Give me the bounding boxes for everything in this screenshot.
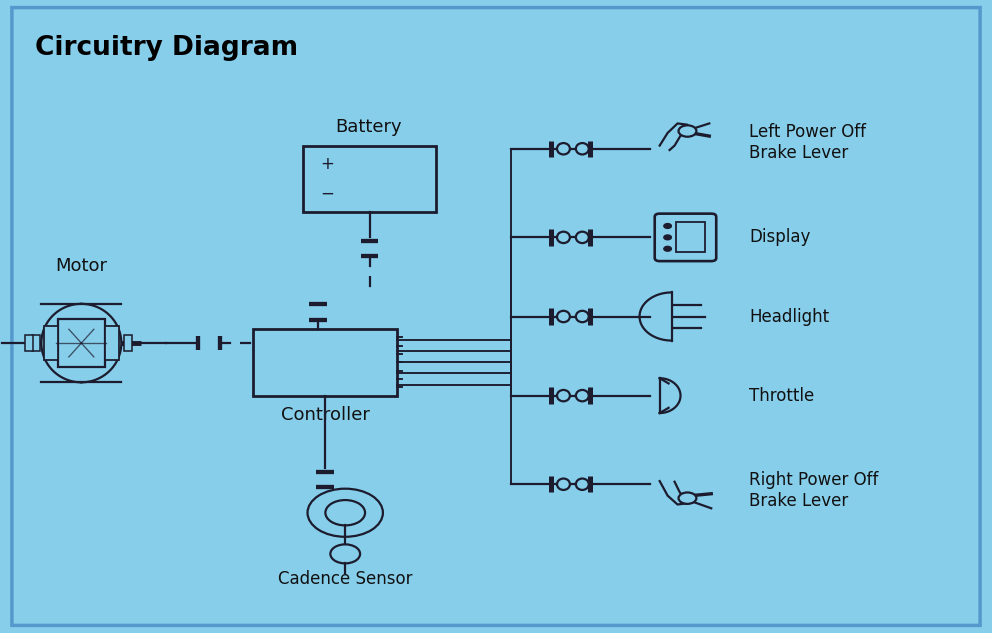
Text: Cadence Sensor: Cadence Sensor: [278, 570, 413, 587]
Circle shape: [664, 235, 672, 240]
Bar: [44, 325, 58, 361]
Bar: [105, 325, 119, 361]
Text: Controller: Controller: [281, 406, 370, 424]
Circle shape: [664, 223, 672, 229]
Circle shape: [330, 544, 360, 563]
Bar: [26, 335, 34, 351]
Text: +: +: [320, 155, 334, 173]
Text: Headlight: Headlight: [749, 308, 829, 325]
Circle shape: [679, 492, 696, 504]
Text: −: −: [320, 184, 334, 203]
Bar: [253, 329, 397, 396]
Ellipse shape: [575, 479, 588, 490]
Ellipse shape: [558, 143, 569, 154]
Text: Battery: Battery: [335, 118, 403, 136]
FancyBboxPatch shape: [12, 8, 980, 625]
Bar: [124, 335, 132, 351]
Circle shape: [664, 246, 672, 251]
FancyBboxPatch shape: [655, 214, 716, 261]
Bar: [33, 335, 41, 351]
Ellipse shape: [575, 390, 588, 401]
Text: Display: Display: [749, 229, 810, 246]
Circle shape: [308, 489, 383, 537]
Ellipse shape: [575, 232, 588, 243]
Bar: [676, 222, 705, 251]
Text: Right Power Off
Brake Lever: Right Power Off Brake Lever: [749, 471, 878, 510]
Ellipse shape: [575, 143, 588, 154]
Text: Circuitry Diagram: Circuitry Diagram: [35, 35, 298, 61]
Circle shape: [679, 125, 696, 137]
Ellipse shape: [558, 390, 569, 401]
Ellipse shape: [558, 479, 569, 490]
Text: Motor: Motor: [56, 258, 107, 275]
Text: Throttle: Throttle: [749, 387, 814, 404]
Bar: [303, 146, 436, 212]
Ellipse shape: [558, 311, 569, 322]
Ellipse shape: [575, 311, 588, 322]
Circle shape: [325, 500, 365, 525]
Text: Left Power Off
Brake Lever: Left Power Off Brake Lever: [749, 123, 866, 162]
Bar: [58, 319, 105, 367]
Ellipse shape: [558, 232, 569, 243]
